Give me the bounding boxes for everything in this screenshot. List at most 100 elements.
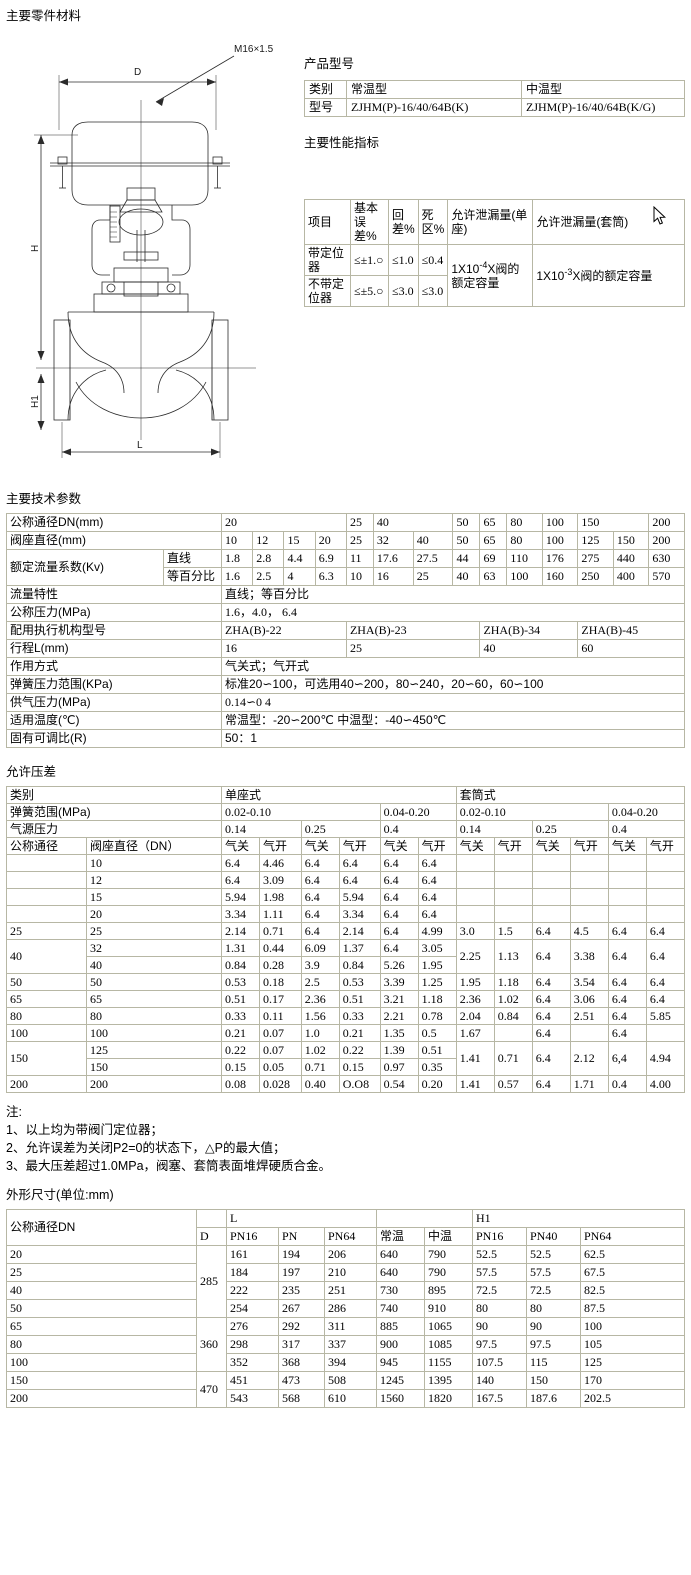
dn-group-0: 20	[221, 513, 347, 532]
press-val-9-11: 5.85	[645, 1007, 686, 1025]
press-val-3-4: 6.4	[379, 905, 419, 923]
perf-header-basic-error: 基本误差%	[350, 199, 389, 245]
header-air-open-2: 气开	[417, 837, 457, 855]
dims-data-row: 25 184 197 210 640 790 57.5 57.5 67.5	[6, 1263, 685, 1282]
press-val-7-1: 0.18	[259, 973, 302, 991]
press-val-13-10: 0.4	[607, 1075, 647, 1093]
kv-linear-2: 4.4	[283, 549, 316, 568]
press-val-5-4: 6.4	[379, 939, 419, 957]
dims-h1-pn16-2: 72.5	[472, 1281, 527, 1300]
perf-leak-single-value: 1X10-4X阀的额定容量	[447, 244, 534, 307]
press-val-7-2: 2.5	[300, 973, 340, 991]
dn-group-1: 25	[345, 513, 374, 532]
press-val-8-9: 3.06	[569, 990, 609, 1008]
dims-normal-3: 740	[376, 1299, 425, 1318]
press-val-9-8: 6.4	[531, 1007, 571, 1025]
press-val-3-11	[645, 905, 686, 923]
dim-l-label: L	[137, 440, 143, 451]
dims-dn-7: 150	[6, 1371, 197, 1390]
dims-l-pn64-2: 251	[324, 1281, 377, 1300]
leak-cage-exponent: -3	[564, 266, 573, 277]
press-val-2-3: 5.94	[338, 888, 381, 906]
dims-normal-6: 945	[376, 1353, 425, 1372]
press-val-7-0: 0.53	[220, 973, 261, 991]
air-supply-0: 0.14	[221, 820, 302, 838]
press-val-12-4: 0.97	[379, 1058, 419, 1076]
tech-params-table: 公称通径DN(mm) 20 25 40 50 65 80 100 150 200 阀座直径(mm) 1…	[6, 513, 685, 748]
dims-group-l: L	[226, 1209, 377, 1228]
dim-d-label: D	[134, 67, 141, 78]
kv-eqpct-9: 100	[506, 567, 543, 586]
press-val-7-5: 1.25	[417, 973, 457, 991]
press-val-0-10	[607, 854, 647, 872]
tech-row-nominal-pressure: 公称压力(MPa) 1.6，4.0， 6.4	[6, 603, 685, 622]
press-val-10-6: 1.67	[455, 1024, 495, 1042]
value-action-type: 气关式；气开式	[221, 657, 685, 676]
dims-d-spacer	[196, 1209, 227, 1228]
press-dn-empty-3	[6, 905, 87, 923]
header-air-open-4: 气开	[569, 837, 609, 855]
dims-h1-pn64-1: 67.5	[580, 1263, 685, 1282]
dims-d-group-2: 470	[196, 1371, 227, 1408]
dims-l-pn64-1: 210	[324, 1263, 377, 1282]
label-temp-range: 适用温度(℃)	[6, 711, 222, 730]
press-val-0-11	[645, 854, 686, 872]
press-val-2-5: 6.4	[417, 888, 457, 906]
press-val-3-8	[531, 905, 571, 923]
press-val-2-11	[645, 888, 686, 906]
tech-row-actuator: 配用执行机构型号 ZHA(B)-22 ZHA(B)-23 ZHA(B)-34 ZHA(B…	[6, 621, 685, 640]
press-val-2-6	[455, 888, 495, 906]
press-val-8-4: 3.21	[379, 990, 419, 1008]
kv-linear-8: 69	[479, 549, 508, 568]
dims-h1-pn40-6: 115	[526, 1353, 581, 1372]
press-val-6-3: 0.84	[338, 956, 381, 974]
press-merged-11-2: 6.4	[531, 1041, 571, 1076]
press-val-0-9	[569, 854, 609, 872]
press-merged-11-0: 1.41	[455, 1041, 495, 1076]
dims-l-pn-8: 568	[278, 1389, 325, 1408]
header-air-close-3: 气关	[455, 837, 495, 855]
dims-h1-pn64-5: 105	[580, 1335, 685, 1354]
dims-h1-pn64-7: 170	[580, 1371, 685, 1390]
header-air-open-3: 气开	[493, 837, 533, 855]
press-val-1-7	[493, 871, 533, 889]
press-val-4-9: 4.5	[569, 922, 609, 940]
dims-h1-pn40-3: 80	[526, 1299, 581, 1318]
press-val-4-7: 1.5	[493, 922, 533, 940]
kv-eqpct-11: 250	[577, 567, 614, 586]
press-val-8-8: 6.4	[531, 990, 571, 1008]
dims-dn-5: 80	[6, 1335, 197, 1354]
dims-header-normal-temp: 常温	[376, 1227, 425, 1246]
label-press-dn: 公称通径	[6, 837, 87, 855]
press-seat-8: 65	[86, 990, 222, 1008]
dims-h1-pn40-1: 57.5	[526, 1263, 581, 1282]
dims-group-h1: H1	[472, 1209, 685, 1228]
press-val-4-10: 6.4	[607, 922, 647, 940]
kv-linear-7: 44	[452, 549, 481, 568]
page-title: 主要零件材料	[6, 9, 82, 23]
press-val-9-4: 2.21	[379, 1007, 419, 1025]
dims-h1-pn40-2: 72.5	[526, 1281, 581, 1300]
dims-l-pn64-6: 394	[324, 1353, 377, 1372]
kv-eqpct-6: 25	[412, 567, 454, 586]
press-val-0-6	[455, 854, 495, 872]
value-temp-range: 常温型：-20∽200℃ 中温型：-40∽450℃	[221, 711, 685, 730]
dims-h1-pn40-7: 150	[526, 1371, 581, 1390]
dims-l-pn-2: 235	[278, 1281, 325, 1300]
press-val-10-10: 6.4	[607, 1024, 647, 1042]
dims-h1-pn16-0: 52.5	[472, 1245, 527, 1264]
dims-header-medium-temp: 中温	[424, 1227, 473, 1246]
press-val-2-2: 6.4	[300, 888, 340, 906]
press-val-2-4: 6.4	[379, 888, 419, 906]
performance-heading: 主要性能指标	[304, 136, 380, 150]
press-val-9-7: 0.84	[493, 1007, 533, 1025]
perf-basic-error-with: ≤±1.○	[350, 244, 389, 276]
press-val-9-0: 0.33	[220, 1007, 261, 1025]
press-dn-13: 200	[6, 1075, 87, 1093]
dims-medium-5: 1085	[424, 1335, 473, 1354]
press-val-1-10	[607, 871, 647, 889]
dims-header-d: D	[196, 1227, 227, 1246]
dims-h1-pn64-4: 100	[580, 1317, 685, 1336]
press-val-4-8: 6.4	[531, 922, 571, 940]
press-val-4-2: 6.4	[300, 922, 340, 940]
